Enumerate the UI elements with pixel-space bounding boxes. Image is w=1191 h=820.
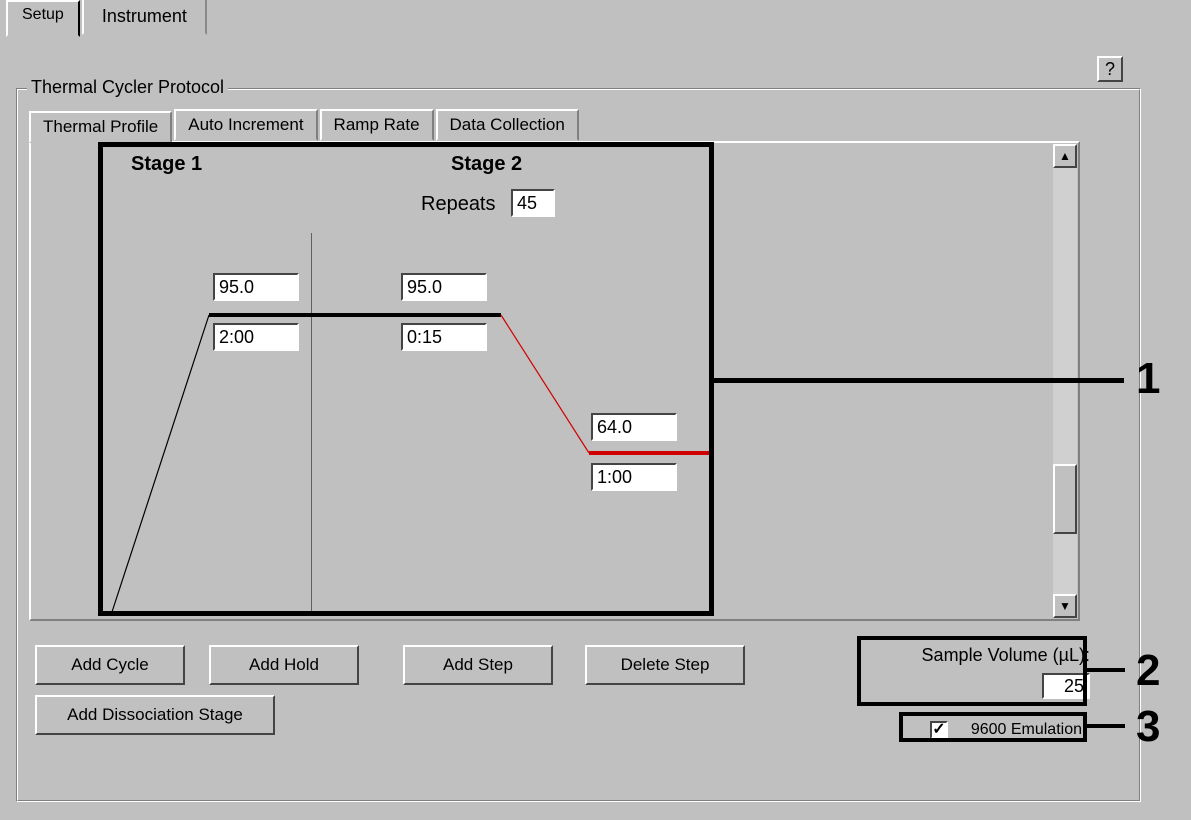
tab-data-collection[interactable]: Data Collection (436, 109, 579, 141)
callout-number-1: 1 (1136, 354, 1160, 404)
add-cycle-button[interactable]: Add Cycle (35, 645, 185, 685)
add-hold-button[interactable]: Add Hold (209, 645, 359, 685)
inner-tabs: Thermal Profile Auto Increment Ramp Rate… (29, 109, 581, 141)
tab-ramp-rate[interactable]: Ramp Rate (320, 109, 434, 141)
fieldset-legend: Thermal Cycler Protocol (27, 77, 228, 98)
callout-line-1 (714, 378, 1124, 383)
callout-box-1 (98, 142, 714, 616)
tab-auto-increment[interactable]: Auto Increment (174, 109, 317, 141)
help-button[interactable]: ? (1097, 56, 1123, 82)
callout-line-3 (1087, 724, 1125, 728)
scroll-down-icon[interactable]: ▼ (1053, 594, 1077, 618)
scroll-thumb[interactable] (1053, 464, 1077, 534)
add-step-button[interactable]: Add Step (403, 645, 553, 685)
window-root: Setup Instrument ? Thermal Cycler Protoc… (0, 0, 1191, 820)
callout-box-3 (899, 712, 1087, 742)
callout-line-2 (1087, 668, 1125, 672)
tab-instrument[interactable]: Instrument (82, 0, 207, 35)
tab-thermal-profile[interactable]: Thermal Profile (29, 111, 172, 143)
callout-box-2 (857, 636, 1087, 706)
tab-setup[interactable]: Setup (6, 0, 80, 37)
top-tabs: Setup Instrument (6, 0, 209, 37)
callout-number-2: 2 (1136, 646, 1160, 696)
delete-step-button[interactable]: Delete Step (585, 645, 745, 685)
scroll-up-icon[interactable]: ▲ (1053, 144, 1077, 168)
callout-number-3: 3 (1136, 702, 1160, 752)
add-dissociation-button[interactable]: Add Dissociation Stage (35, 695, 275, 735)
